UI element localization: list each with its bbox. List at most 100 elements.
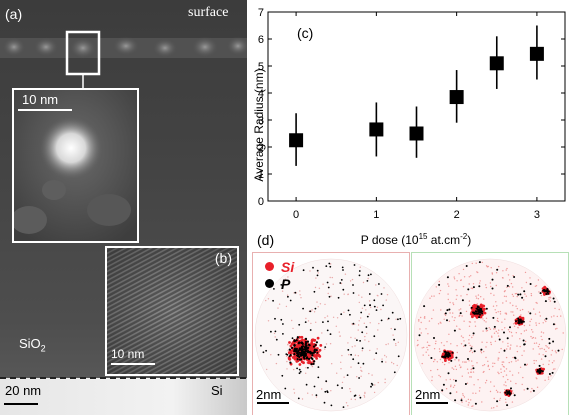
si-atom — [462, 268, 465, 271]
si-atom — [535, 377, 537, 379]
si-atom-cluster — [293, 357, 297, 361]
si-atom — [460, 308, 462, 310]
p-atom — [474, 402, 477, 405]
si-atom — [483, 364, 486, 366]
si-atom — [476, 303, 478, 305]
p-atom — [336, 384, 339, 387]
si-atom — [510, 331, 513, 334]
si-atom — [499, 313, 502, 315]
si-atom — [517, 326, 519, 329]
si-atom — [464, 361, 466, 363]
si-atom — [493, 294, 495, 296]
si-atom — [329, 343, 332, 345]
si-atom — [515, 332, 517, 334]
p-atom — [347, 309, 350, 312]
si-atom — [544, 319, 546, 321]
si-atom — [472, 334, 474, 337]
si-atom — [286, 360, 288, 363]
si-atom — [562, 332, 564, 334]
si-atom — [550, 316, 553, 318]
si-atom — [517, 372, 520, 374]
si-atom — [525, 281, 528, 284]
si-atom — [530, 391, 532, 393]
p-atom — [314, 307, 317, 310]
p-atom — [503, 349, 506, 352]
si-atom — [354, 354, 357, 356]
si-atom — [431, 295, 433, 297]
si-atom — [376, 348, 378, 350]
si-atom — [370, 306, 372, 309]
inset-scale-label: 10 nm — [22, 92, 59, 107]
legend-si-label: Si — [281, 258, 295, 275]
si-atom — [502, 376, 504, 378]
si-atom — [433, 348, 436, 350]
si-atom — [424, 317, 426, 319]
si-atom — [521, 354, 523, 357]
si-atom — [502, 270, 504, 272]
si-atom — [458, 360, 460, 362]
si-atom — [430, 369, 432, 372]
data-marks — [289, 25, 544, 166]
si-atom — [350, 336, 352, 339]
si-atom — [535, 360, 537, 362]
si-atom — [299, 294, 301, 296]
si-atom — [347, 293, 349, 295]
si-atom — [299, 290, 301, 292]
si-atom — [504, 389, 506, 391]
si-atom — [447, 283, 449, 285]
p-atom — [446, 309, 449, 312]
p-atom — [523, 343, 526, 346]
si-atom — [520, 333, 522, 335]
si-atom — [497, 359, 499, 361]
p-atom — [316, 352, 319, 354]
p-atom — [352, 358, 355, 361]
si-atom — [418, 320, 420, 322]
p-atom — [296, 367, 298, 370]
p-atom — [297, 397, 300, 400]
data-point-marker — [409, 126, 424, 141]
si-atom — [470, 376, 472, 378]
si-atom — [463, 345, 465, 347]
si-atom — [339, 335, 341, 337]
p-atom — [293, 339, 296, 341]
p-atom — [317, 366, 320, 368]
si-atom — [368, 300, 371, 302]
p-atom-cluster — [472, 312, 475, 315]
si-atom — [458, 309, 460, 311]
si-atom — [331, 363, 333, 365]
si-atom — [364, 392, 366, 395]
p-atom — [394, 328, 396, 331]
si-atom — [504, 312, 506, 314]
p-atom — [548, 342, 551, 345]
si-atom — [495, 284, 497, 287]
p-atom-cluster — [451, 351, 454, 354]
p-atom — [380, 319, 383, 322]
si-atom — [548, 297, 550, 299]
p-atom — [363, 304, 366, 307]
si-atom — [443, 363, 446, 366]
p-atom-cluster — [308, 350, 311, 354]
si-atom — [331, 276, 333, 279]
si-atom — [318, 287, 321, 289]
si-atom — [491, 336, 493, 338]
y-tick-label: 4 — [258, 88, 264, 100]
si-atom — [468, 339, 470, 341]
p-atom — [460, 399, 463, 402]
p-atom — [418, 334, 421, 337]
si-atom-cluster — [298, 335, 302, 339]
si-atom — [307, 320, 310, 322]
oxide-label-sub: 2 — [40, 343, 46, 354]
hrtem-image — [107, 248, 237, 374]
p-atom — [496, 268, 499, 271]
si-atom-cluster — [483, 311, 487, 315]
si-atom — [512, 311, 514, 313]
si-atom — [512, 286, 514, 288]
si-atom — [340, 361, 342, 363]
si-atom — [447, 293, 449, 295]
si-atom — [529, 320, 531, 323]
si-atom — [348, 354, 350, 356]
si-atom — [454, 359, 456, 361]
si-atom — [501, 364, 503, 366]
si-atom — [427, 344, 430, 347]
si-atom — [507, 329, 510, 331]
